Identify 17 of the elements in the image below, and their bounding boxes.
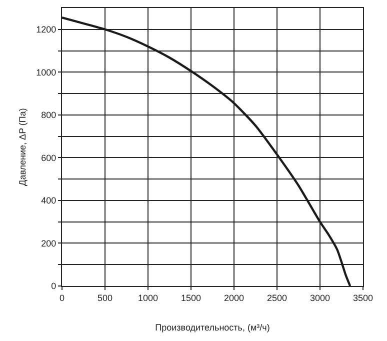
- x-tick-label: 2000: [224, 292, 244, 303]
- x-tick-label: 500: [97, 292, 113, 303]
- y-tick-label: 0: [51, 281, 56, 292]
- x-tick-label: 1500: [180, 292, 202, 303]
- y-tick-label: 600: [41, 152, 56, 163]
- x-tick-label: 3500: [352, 292, 374, 303]
- y-tick-label: 400: [41, 196, 56, 206]
- y-tick-label: 800: [41, 110, 56, 120]
- y-tick-label: 1000: [36, 67, 56, 78]
- x-axis-title: Производительность, (м³/ч): [155, 322, 270, 333]
- x-tick-label: 0: [59, 292, 65, 303]
- x-tick-label: 2500: [266, 292, 288, 303]
- y-tick-label: 200: [41, 238, 56, 248]
- y-axis-title: Давление, ΔP (Па): [18, 108, 28, 186]
- y-tick-label: 1200: [36, 24, 56, 35]
- x-tick-label: 3000: [310, 292, 330, 303]
- x-tick-label: 1000: [138, 292, 158, 303]
